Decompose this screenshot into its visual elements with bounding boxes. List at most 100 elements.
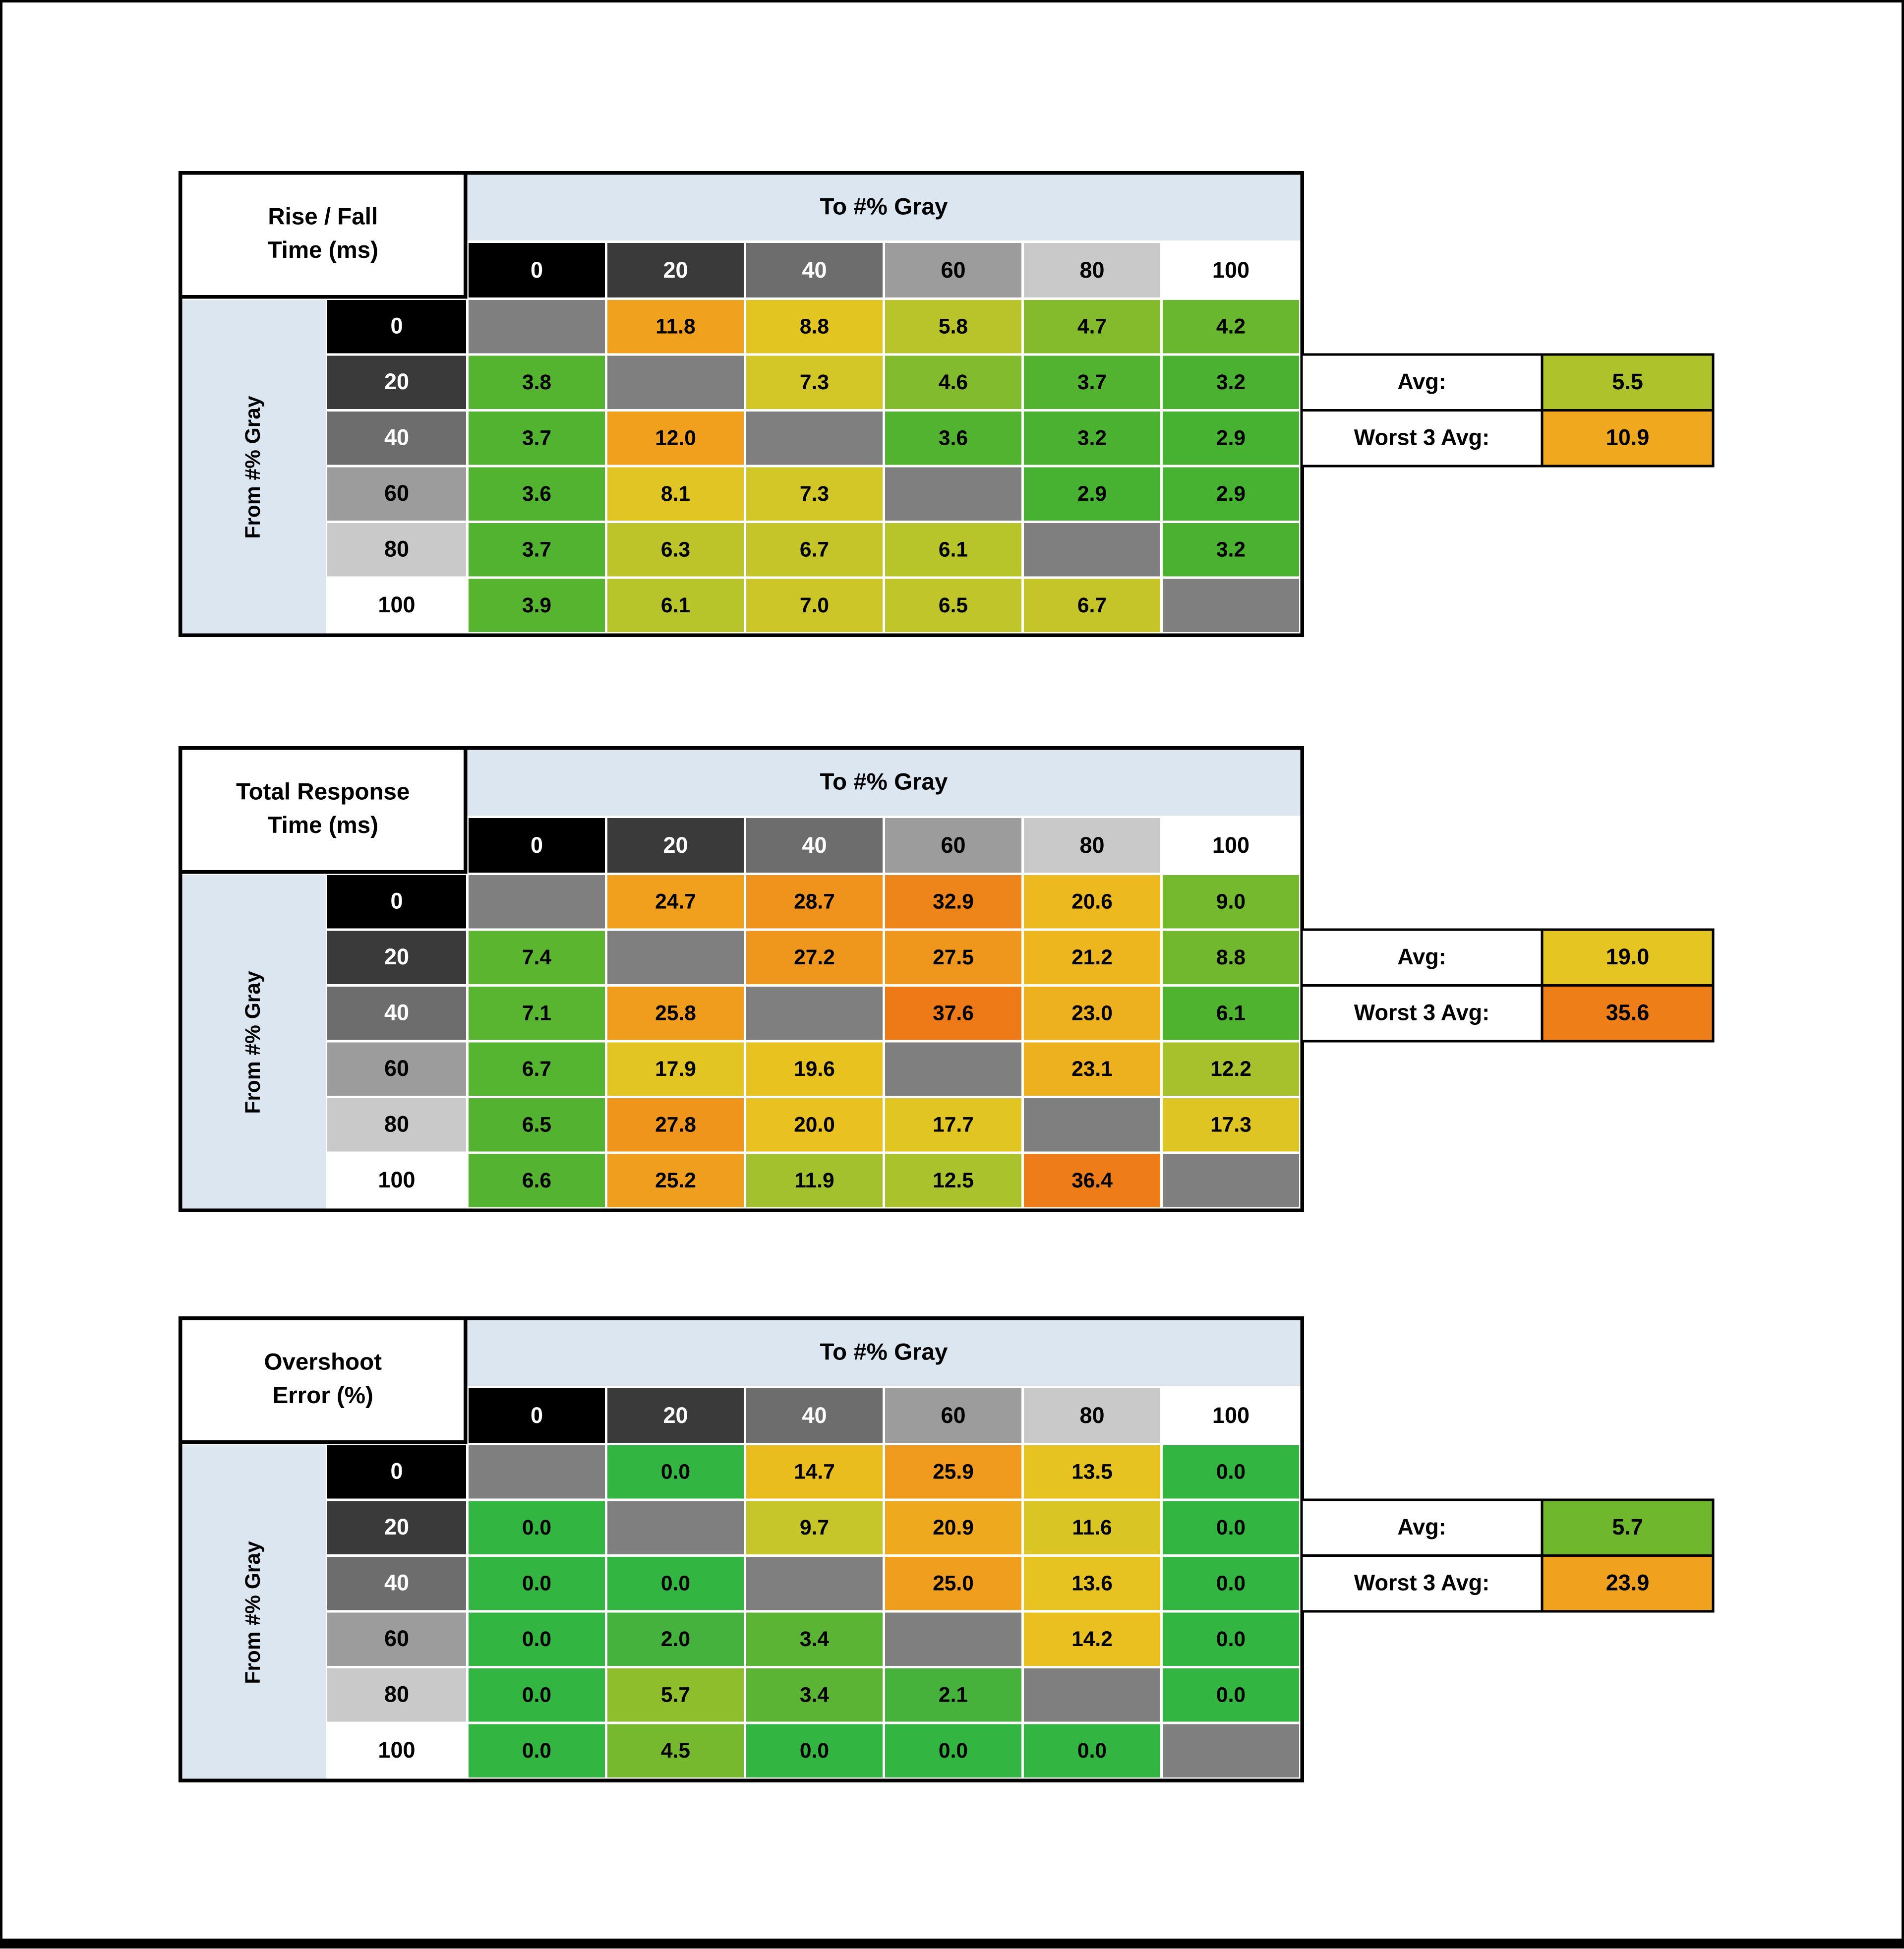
diagonal-cell [606,354,745,411]
diagonal-cell [467,874,606,930]
data-cell: 25.0 [884,1555,1023,1611]
data-cell: 0.0 [606,1444,745,1500]
diagonal-cell [467,1444,606,1500]
diagonal-cell [884,466,1023,522]
data-cell: 27.5 [884,930,1023,986]
data-cell: 6.1 [1161,985,1301,1041]
overshoot-heatmap: Overshoot Error (%) To #% Gray From #% G… [178,1316,1304,1782]
col-header-40: 40 [745,817,884,874]
row-header-80: 80 [326,522,468,578]
col-header-0: 0 [467,1387,606,1444]
data-cell: 3.7 [467,410,606,466]
diagonal-cell [1161,578,1301,634]
row-header-20: 20 [326,354,468,411]
diagonal-cell [745,1555,884,1611]
data-cell: 6.1 [884,522,1023,578]
avg-label: Avg: [1300,928,1544,987]
data-cell: 0.0 [745,1723,884,1779]
data-cell: 20.0 [745,1097,884,1153]
worst3avg-summary: Worst 3 Avg: 10.9 [1300,409,1715,468]
data-cell: 0.0 [1022,1723,1162,1779]
row-group-header: From #% Gray [182,874,326,1209]
data-cell: 14.7 [745,1444,884,1500]
row-header-0: 0 [326,1444,468,1500]
row-header-40: 40 [326,1555,468,1611]
row-header-20: 20 [326,930,468,986]
worst3avg-value: 10.9 [1541,409,1715,468]
avg-summary: Avg: 5.7 [1300,1498,1715,1557]
row-header-100: 100 [326,1723,468,1779]
row-group-label: From #% Gray [241,1540,265,1684]
data-cell: 25.8 [606,985,745,1041]
col-group-header: To #% Gray [467,750,1301,817]
row-header-0: 0 [326,298,468,354]
data-cell: 12.2 [1161,1041,1301,1097]
data-cell: 25.9 [884,1444,1023,1500]
diagonal-cell [884,1041,1023,1097]
col-header-60: 60 [884,1387,1023,1444]
data-cell: 4.5 [606,1723,745,1779]
row-header-60: 60 [326,466,468,522]
data-cell: 17.7 [884,1097,1023,1153]
data-cell: 25.2 [606,1153,745,1209]
data-cell: 2.1 [884,1667,1023,1723]
diagonal-cell [1022,1667,1162,1723]
col-group-header: To #% Gray [467,175,1301,242]
data-cell: 36.4 [1022,1153,1162,1209]
data-cell: 3.6 [467,466,606,522]
col-header-100: 100 [1161,817,1301,874]
data-cell: 32.9 [884,874,1023,930]
row-header-40: 40 [326,410,468,466]
row-header-100: 100 [326,1153,468,1209]
worst3avg-label: Worst 3 Avg: [1300,984,1544,1043]
data-cell: 13.6 [1022,1555,1162,1611]
data-cell: 20.6 [1022,874,1162,930]
data-cell: 3.7 [1022,354,1162,411]
corner-line1: Overshoot [264,1350,382,1376]
rise-fall-table: Rise / Fall Time (ms) To #% Gray From #%… [178,171,1740,642]
data-cell: 11.9 [745,1153,884,1209]
corner-line2: Error (%) [272,1382,373,1409]
data-cell: 5.7 [606,1667,745,1723]
data-cell: 8.8 [1161,930,1301,986]
data-cell: 13.5 [1022,1444,1162,1500]
row-group-label: From #% Gray [241,970,265,1114]
data-cell: 23.0 [1022,985,1162,1041]
diagonal-cell [1022,1097,1162,1153]
col-header-60: 60 [884,817,1023,874]
data-cell: 20.9 [884,1500,1023,1556]
row-header-40: 40 [326,985,468,1041]
row-group-header: From #% Gray [182,298,326,634]
data-cell: 3.2 [1161,522,1301,578]
corner-line1: Total Response [236,779,410,806]
row-header-20: 20 [326,1500,468,1556]
data-cell: 8.8 [745,298,884,354]
corner-line2: Time (ms) [267,812,379,839]
diagonal-cell [1022,522,1162,578]
diagonal-cell [1161,1153,1301,1209]
diagonal-cell [606,1500,745,1556]
data-cell: 17.9 [606,1041,745,1097]
col-header-20: 20 [606,241,745,299]
data-cell: 8.1 [606,466,745,522]
worst3avg-value: 35.6 [1541,984,1715,1043]
total-response-table: Total Response Time (ms) To #% Gray From… [178,746,1740,1217]
col-header-40: 40 [745,1387,884,1444]
row-group-header: From #% Gray [182,1444,326,1779]
data-cell: 0.0 [1161,1555,1301,1611]
data-cell: 12.0 [606,410,745,466]
data-cell: 37.6 [884,985,1023,1041]
data-cell: 21.2 [1022,930,1162,986]
col-header-20: 20 [606,817,745,874]
overshoot-table: Overshoot Error (%) To #% Gray From #% G… [178,1316,1740,1787]
data-cell: 2.0 [606,1611,745,1667]
data-cell: 0.0 [884,1723,1023,1779]
data-cell: 6.5 [467,1097,606,1153]
data-cell: 2.9 [1022,466,1162,522]
data-cell: 0.0 [467,1611,606,1667]
col-group-header: To #% Gray [467,1320,1301,1387]
data-cell: 6.5 [884,578,1023,634]
table-corner-label: Overshoot Error (%) [182,1320,468,1444]
avg-value: 19.0 [1541,928,1715,987]
data-cell: 3.8 [467,354,606,411]
